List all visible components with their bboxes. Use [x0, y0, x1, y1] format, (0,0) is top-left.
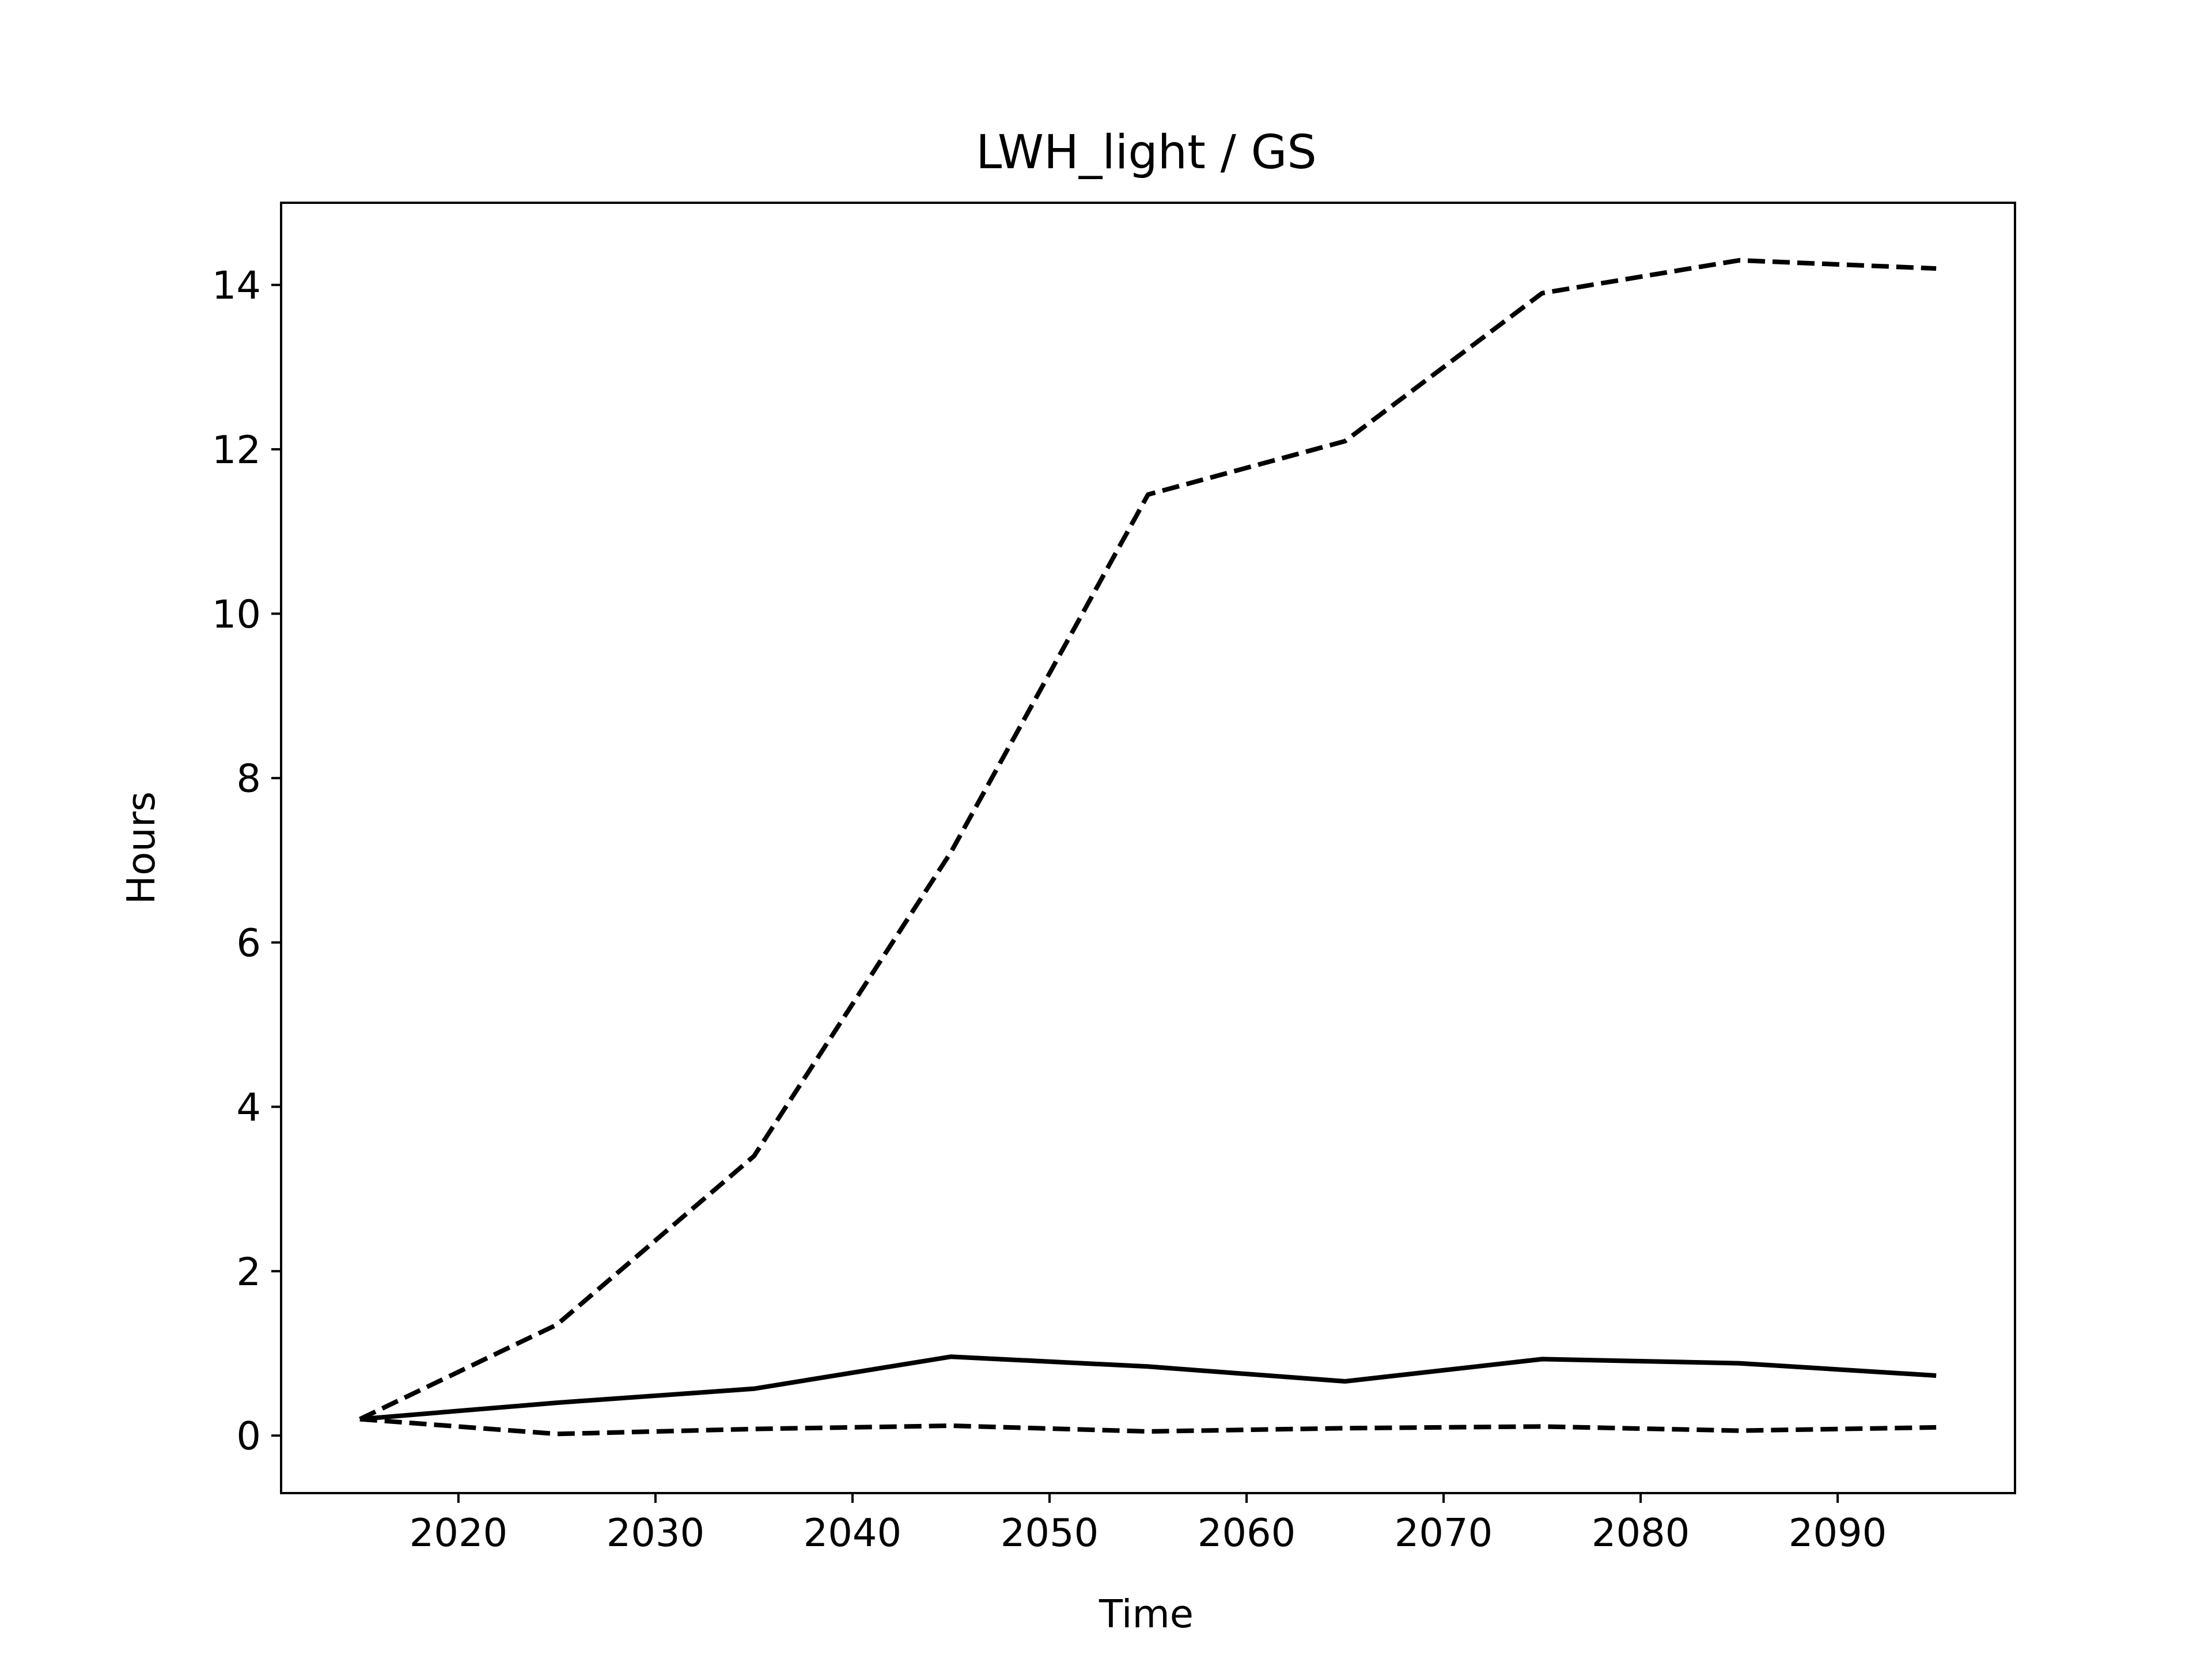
x-tick-label: 2050 — [1001, 1510, 1099, 1555]
y-tick-label: 0 — [236, 1414, 261, 1459]
series-line-2 — [359, 257, 1937, 1422]
series-line-3 — [359, 1416, 1937, 1437]
x-tick-label: 2070 — [1395, 1510, 1493, 1555]
series-line-1 — [359, 1354, 1937, 1422]
y-tick-label: 14 — [212, 263, 261, 308]
y-tick-label: 12 — [212, 427, 261, 472]
y-tick-label: 8 — [236, 756, 261, 801]
x-tick-label: 2060 — [1198, 1510, 1296, 1555]
x-axis-label: Time — [1099, 1592, 1194, 1637]
y-tick-label: 6 — [236, 921, 261, 965]
chart-title: LWH_light / GS — [976, 126, 1317, 180]
x-tick-label: 2030 — [607, 1510, 705, 1555]
series-layer — [359, 257, 1937, 1437]
x-axis-ticks: 2020 2030 2040 2050 2060 2070 2080 2090 — [410, 1493, 1887, 1555]
x-tick-label: 2090 — [1789, 1510, 1887, 1555]
x-tick-label: 2020 — [410, 1510, 508, 1555]
x-tick-label: 2080 — [1592, 1510, 1690, 1555]
y-axis-label: Hours — [119, 791, 164, 904]
plot-frame — [280, 202, 2016, 1494]
y-tick-label: 4 — [236, 1085, 261, 1130]
y-axis-ticks: 0 2 4 6 8 10 12 14 — [212, 263, 281, 1459]
y-tick-label: 2 — [236, 1249, 261, 1294]
y-tick-label: 10 — [212, 592, 261, 637]
x-tick-label: 2040 — [804, 1510, 902, 1555]
